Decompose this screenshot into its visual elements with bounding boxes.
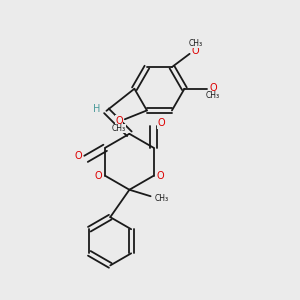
Text: CH₃: CH₃ <box>206 91 220 100</box>
Text: O: O <box>156 171 164 181</box>
Text: O: O <box>158 118 165 128</box>
Text: CH₃: CH₃ <box>188 39 203 48</box>
Text: O: O <box>74 152 82 161</box>
Text: O: O <box>115 116 123 126</box>
Text: CH₃: CH₃ <box>112 124 126 133</box>
Text: CH₃: CH₃ <box>155 194 169 203</box>
Text: O: O <box>209 82 217 93</box>
Text: O: O <box>95 171 103 181</box>
Text: O: O <box>192 46 199 56</box>
Text: H: H <box>93 104 100 114</box>
